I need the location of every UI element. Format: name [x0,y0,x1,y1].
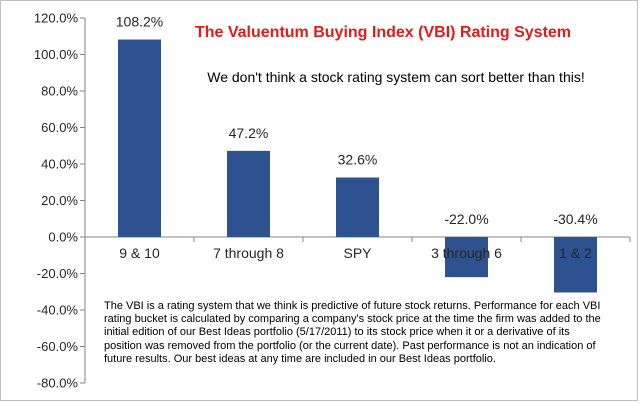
y-tick-label: -20.0% [37,266,79,281]
y-tick-label: 100.0% [34,47,79,62]
y-tick-label: 0.0% [48,230,78,245]
category-label: SPY [343,245,372,261]
data-label: 47.2% [229,125,269,141]
footnote: The VBI is a rating system that we think… [104,300,601,365]
y-tick-label: -80.0% [37,376,79,391]
chart-title: The Valuentum Buying Index (VBI) Rating … [195,24,571,41]
y-tick-label: -40.0% [37,303,79,318]
data-label: -22.0% [444,211,488,227]
category-label: 1 & 2 [559,245,592,261]
bar [227,150,270,237]
data-label: 32.6% [338,152,378,168]
bar [336,177,379,237]
labels: 9 & 10 108.2% 7 through 8 47.2% SPY 32.6% 3 th… [116,14,598,261]
y-tick-label: -60.0% [37,339,79,354]
y-tick-label: 80.0% [41,84,78,99]
axes: 120.0% 100.0% 80.0% 60.0% 40.0% 20.0% 0.0% -20.… [34,11,631,391]
category-label: 3 through 6 [431,245,502,261]
bar [118,39,161,237]
category-label: 7 through 8 [213,245,284,261]
y-tick-label: 20.0% [41,193,78,208]
data-label: -30.4% [553,211,597,227]
bar [445,237,488,278]
y-tick-label: 40.0% [41,157,78,172]
bar [554,237,597,293]
bars [118,39,597,293]
y-tick-label: 120.0% [34,11,79,26]
y-tick-label: 60.0% [41,120,78,135]
chart-subtitle: We don't think a stock rating system can… [207,69,584,85]
category-label: 9 & 10 [119,245,160,261]
data-label: 108.2% [116,14,163,30]
